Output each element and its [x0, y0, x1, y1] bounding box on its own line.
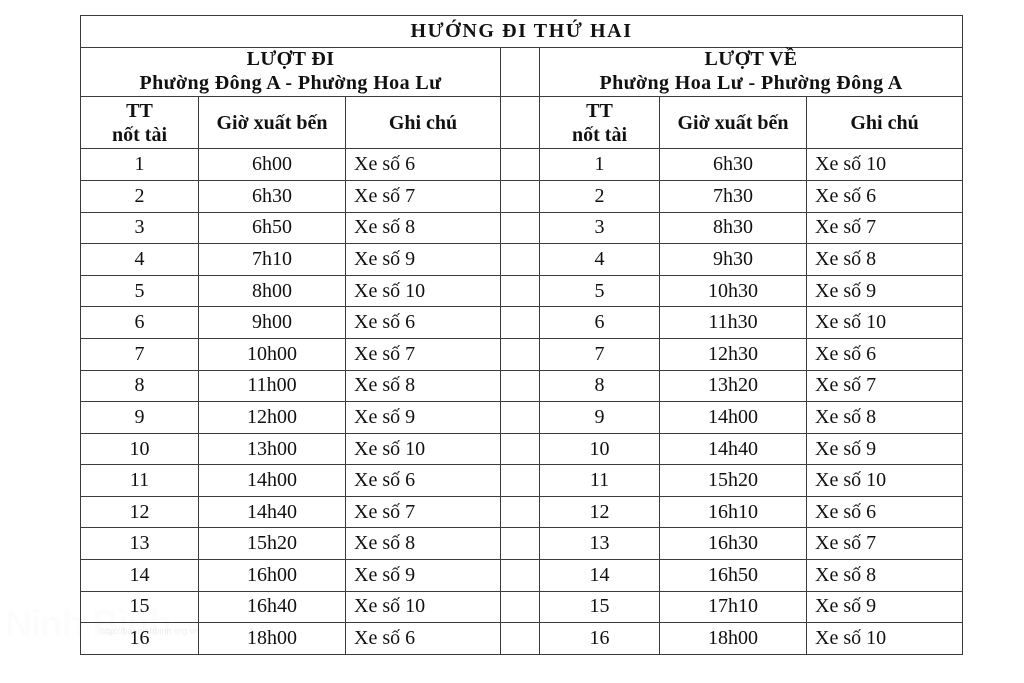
svg-text:Ninh Bình: Ninh Bình	[5, 603, 171, 644]
